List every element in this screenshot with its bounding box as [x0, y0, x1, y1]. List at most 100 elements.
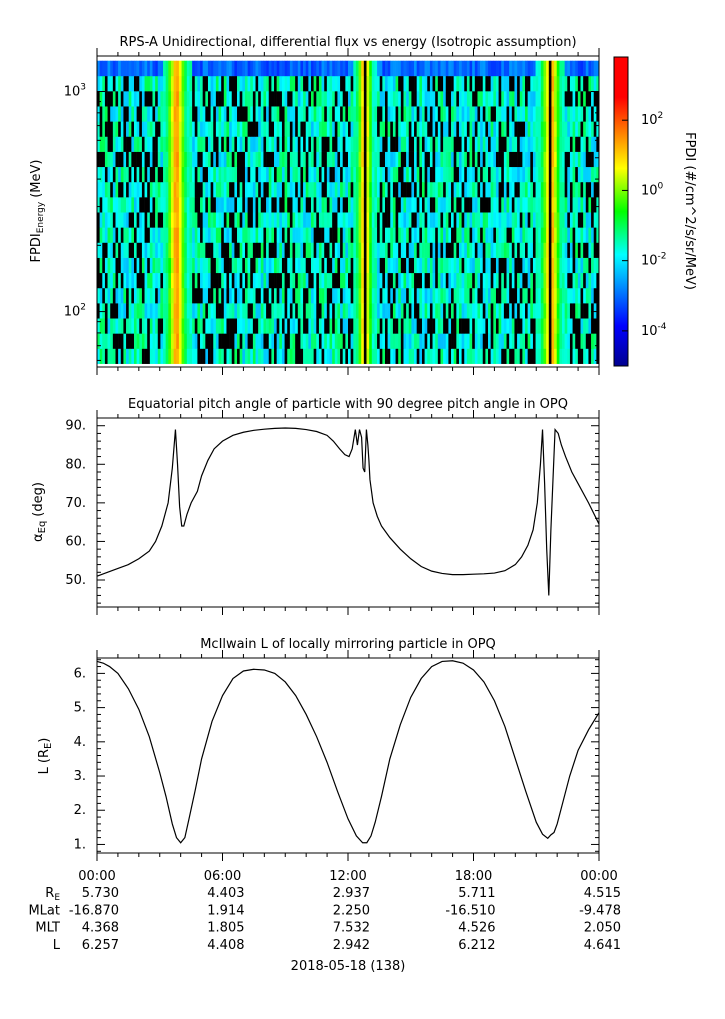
heatmap-cell [305, 121, 309, 137]
heatmap-cell [342, 75, 346, 92]
heatmap-cell [141, 136, 145, 152]
heatmap-cell [403, 181, 407, 198]
heatmap-cell [131, 272, 135, 289]
heatmap-cell [218, 272, 222, 289]
heatmap-cell [511, 121, 515, 137]
heatmap-cell [287, 181, 291, 198]
heatmap-cell [97, 197, 100, 213]
heatmap-cell [488, 257, 491, 274]
heatmap-cell [99, 106, 103, 122]
heatmap-cell [575, 197, 579, 213]
heatmap-cell [305, 106, 309, 122]
heatmap-cell [141, 303, 145, 319]
heatmap-cell [287, 91, 291, 107]
heatmap-cell [506, 91, 510, 107]
heatmap-cell [569, 257, 573, 274]
heatmap-cell [527, 272, 531, 289]
heatmap-cell [252, 303, 256, 319]
heatmap-cell [567, 272, 571, 289]
heatmap-cell [271, 181, 275, 198]
heatmap-cell [118, 197, 122, 213]
heatmap-cell [408, 272, 412, 289]
heatmap-cell [546, 212, 550, 228]
heatmap-cell [223, 181, 227, 198]
heatmap-cell [168, 181, 172, 198]
heatmap-cell [173, 272, 177, 289]
heatmap-cell [435, 91, 439, 107]
ephemeris-value: 5.711 [458, 886, 495, 901]
heatmap-cell [120, 121, 124, 137]
heatmap-cell [525, 197, 528, 213]
heatmap-cell [144, 318, 148, 334]
heatmap-cell [239, 181, 243, 198]
heatmap-cell [237, 348, 240, 364]
heatmap-cell [546, 181, 550, 198]
heatmap-cell [186, 60, 190, 77]
heatmap-cell [123, 166, 127, 183]
heatmap-cell [173, 60, 177, 77]
heatmap-cell [530, 303, 534, 319]
heatmap-cell [519, 242, 523, 258]
heatmap-cell [313, 91, 317, 107]
heatmap-cell [144, 181, 148, 198]
heatmap-cell [192, 166, 196, 183]
heatmap-cell [255, 106, 259, 122]
heatmap-cell [379, 121, 383, 137]
heatmap-cell [128, 318, 132, 334]
heatmap-cell [577, 151, 581, 168]
heatmap-cell [501, 318, 505, 334]
heatmap-cell [184, 303, 188, 319]
heatmap-cell [97, 333, 100, 349]
heatmap-cell [488, 136, 491, 152]
heatmap-cell [530, 136, 534, 152]
heatmap-cell [445, 91, 449, 107]
heatmap-cell [448, 60, 452, 77]
heatmap-cell [448, 121, 452, 137]
heatmap-cell [466, 197, 470, 213]
heatmap-cell [303, 181, 307, 198]
heatmap-cell [213, 106, 217, 122]
heatmap-cell [152, 303, 156, 319]
heatmap-cell [342, 60, 346, 77]
heatmap-cell [141, 227, 145, 243]
heatmap-cell [126, 197, 129, 213]
heatmap-cell [554, 136, 558, 152]
heatmap-cell [501, 257, 505, 274]
heatmap-cell [112, 212, 116, 228]
heatmap-cell [326, 212, 330, 228]
heatmap-cell [474, 121, 478, 137]
heatmap-cell [303, 333, 307, 349]
heatmap-cell [511, 60, 515, 77]
heatmap-cell [583, 303, 587, 319]
heatmap-cell [178, 121, 182, 137]
heatmap-cell [556, 318, 560, 334]
heatmap-cell [252, 197, 256, 213]
heatmap-cell [477, 197, 481, 213]
heatmap-cell [200, 303, 203, 319]
heatmap-cell [186, 91, 190, 107]
heatmap-cell [377, 212, 380, 228]
heatmap-cell [192, 60, 196, 77]
heatmap-cell [107, 121, 111, 137]
heatmap-cell [419, 287, 423, 304]
heatmap-cell [464, 348, 468, 364]
heatmap-cell [120, 166, 124, 183]
heatmap-cell [390, 106, 394, 122]
heatmap-cell [583, 212, 587, 228]
heatmap-cell [200, 242, 203, 258]
heatmap-cell [168, 106, 172, 122]
heatmap-cell [263, 348, 267, 364]
heatmap-cell [144, 197, 148, 213]
heatmap-cell [453, 151, 457, 168]
heatmap-cell [126, 121, 129, 137]
heatmap-cell [268, 287, 272, 304]
heatmap-cell [377, 136, 380, 152]
heatmap-cell [596, 75, 600, 92]
heatmap-cell [316, 227, 320, 243]
heatmap-cell [591, 197, 595, 213]
heatmap-cell [205, 348, 209, 364]
heatmap-cell [181, 91, 185, 107]
heatmap-cell [324, 242, 328, 258]
heatmap-cell [369, 60, 373, 77]
heatmap-cell [110, 60, 114, 77]
